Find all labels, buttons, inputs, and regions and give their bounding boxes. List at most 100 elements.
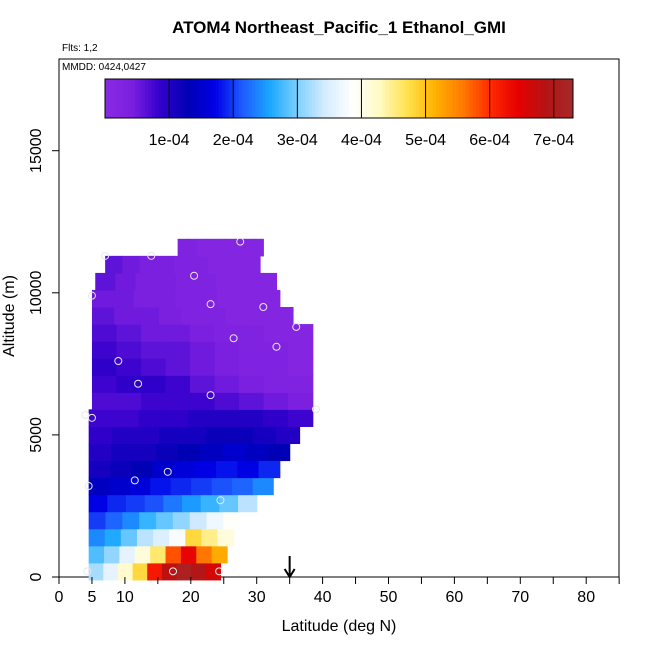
- x-tick-label: 50: [380, 589, 398, 606]
- heatmap-cell: [112, 426, 137, 445]
- colorbar-segment: [516, 79, 521, 118]
- colorbar-segment: [399, 79, 404, 118]
- sample-point: [134, 379, 143, 388]
- colorbar-segment: [201, 79, 206, 118]
- colorbar-segment: [282, 79, 287, 118]
- heatmap-cell: [88, 511, 107, 530]
- heatmap-cell: [110, 443, 134, 462]
- heatmap-cell: [215, 238, 226, 257]
- colorbar-segment: [258, 79, 263, 118]
- colorbar-segment: [339, 79, 343, 118]
- heatmap-cell: [253, 238, 264, 257]
- heatmap-cell: [88, 460, 111, 479]
- sample-point: [272, 342, 281, 351]
- colorbar-segment: [325, 79, 330, 118]
- heatmap-cell: [258, 289, 281, 308]
- heatmap-cell: [88, 545, 105, 564]
- colorbar-segment: [542, 79, 547, 118]
- colorbar-segment: [522, 79, 527, 118]
- heatmap-cell: [155, 272, 177, 291]
- colorbar-segment: [459, 79, 464, 118]
- heatmap-cell: [263, 358, 289, 376]
- heatmap-cell: [190, 375, 216, 393]
- x-tick-label: 5: [87, 589, 96, 606]
- heatmap-cell: [176, 562, 192, 581]
- colorbar-segment: [181, 79, 186, 118]
- heatmap-cell: [191, 477, 213, 496]
- colorbar-segment: [409, 79, 414, 118]
- colorbar-segment: [529, 79, 534, 118]
- colorbar-segment: [559, 79, 564, 118]
- heatmap-cell: [214, 375, 240, 393]
- heatmap-cell: [135, 426, 160, 445]
- colorbar-tick-label: 1e-04: [149, 132, 190, 149]
- colorbar-segment: [375, 79, 380, 118]
- heatmap-cell: [263, 392, 289, 410]
- heatmap-cell: [252, 426, 277, 445]
- heatmap-cell: [136, 528, 154, 547]
- heatmap-cell: [263, 375, 289, 393]
- colorbar-segment: [405, 79, 410, 118]
- heatmap-cell: [267, 443, 291, 462]
- heatmap-cell: [150, 477, 172, 496]
- colorbar-segment: [452, 79, 457, 118]
- colorbar-segment: [489, 79, 494, 118]
- sample-point: [292, 322, 301, 331]
- colorbar-segment: [445, 79, 450, 118]
- colorbar-segment: [385, 79, 390, 118]
- heatmap-cell: [188, 409, 214, 427]
- colorbar-segment: [429, 79, 434, 118]
- colorbar-segment: [422, 79, 427, 118]
- x-tick-label: 10: [116, 589, 134, 606]
- colorbar-segment: [255, 79, 260, 118]
- heatmap-cell: [95, 272, 116, 291]
- heatmap-cell: [91, 289, 114, 308]
- colorbar-segment: [248, 79, 253, 118]
- colorbar-segment: [242, 79, 246, 118]
- colorbar-segment: [402, 79, 407, 118]
- heatmap-cell: [239, 358, 265, 376]
- colorbar-segment: [268, 79, 273, 118]
- heatmap-cell: [182, 494, 202, 513]
- colorbar-segment: [218, 79, 223, 118]
- colorbar-segment: [512, 79, 517, 118]
- colorbar-segment: [365, 79, 370, 118]
- colorbar-segment: [302, 79, 307, 118]
- colorbar-segment: [566, 79, 571, 118]
- heatmap-cell: [216, 460, 238, 479]
- heatmap-cell: [190, 392, 216, 410]
- heatmap-cell: [135, 272, 157, 291]
- colorbar-segment: [228, 79, 233, 118]
- heatmap-cell: [139, 511, 157, 530]
- heatmap-cell: [114, 307, 138, 325]
- colorbar-segment: [442, 79, 447, 118]
- colorbar: [104, 78, 574, 119]
- heatmap-cell: [225, 238, 236, 257]
- x-tick-label: 60: [446, 589, 464, 606]
- colorbar-segment: [318, 79, 323, 118]
- y-tick-label: 10000: [28, 270, 45, 315]
- heatmap-cell: [105, 255, 123, 274]
- colorbar-segment: [298, 79, 303, 118]
- heatmap-cell: [169, 528, 186, 547]
- sample-point: [147, 251, 156, 260]
- colorbar-segment: [355, 79, 360, 118]
- heatmap-cell: [88, 494, 108, 513]
- heatmap-cell: [262, 409, 289, 427]
- heatmap-cell: [229, 426, 254, 445]
- colorbar-segment: [382, 79, 387, 118]
- plot-frame: [58, 58, 620, 578]
- heatmap-cell: [181, 307, 205, 325]
- colorbar-segment: [466, 79, 470, 118]
- heatmap-cell: [276, 426, 301, 445]
- heatmap-cell: [225, 307, 249, 325]
- heatmap-cell: [196, 545, 213, 564]
- colorbar-segment: [222, 79, 226, 118]
- colorbar-segment: [238, 79, 243, 118]
- heatmap-cell: [88, 426, 113, 445]
- colorbar-segment: [265, 79, 270, 118]
- heatmap-cell: [150, 545, 167, 564]
- heatmap-cell: [238, 494, 258, 513]
- latitude-marker-arrow: [283, 556, 296, 579]
- colorbar-segment: [292, 79, 297, 118]
